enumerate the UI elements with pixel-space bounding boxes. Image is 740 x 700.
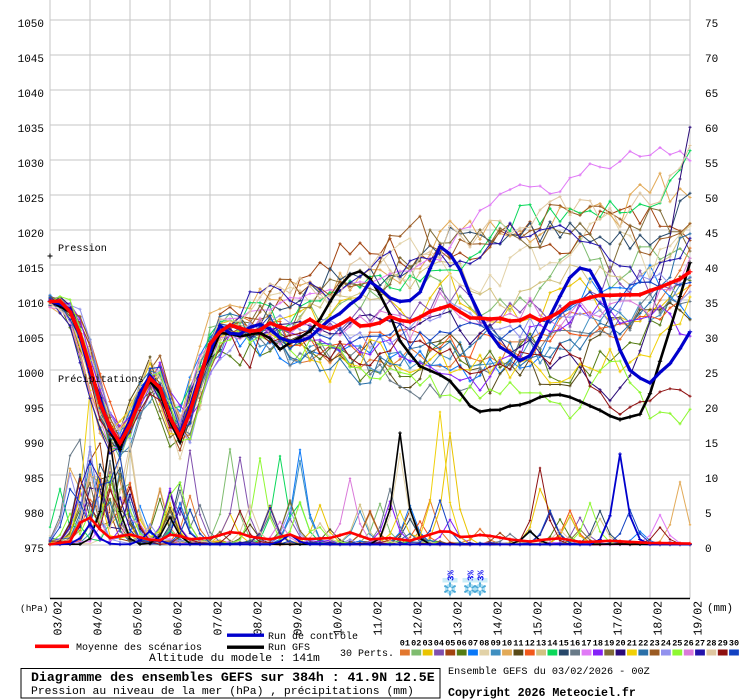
svg-text:06: 06 (456, 639, 466, 649)
svg-text:30 Perts.: 30 Perts. (340, 649, 394, 660)
svg-text:01: 01 (400, 639, 410, 649)
svg-text:980: 980 (24, 509, 44, 521)
svg-text:3%: 3% (477, 570, 487, 581)
svg-text:Pression au niveau de la mer (: Pression au niveau de la mer (hPa) , pré… (31, 686, 414, 698)
svg-text:05/02: 05/02 (133, 601, 146, 636)
svg-text:975: 975 (24, 544, 44, 556)
svg-text:06/02: 06/02 (173, 601, 186, 636)
svg-text:1005: 1005 (18, 334, 44, 346)
svg-text:20: 20 (705, 404, 718, 416)
svg-text:55: 55 (705, 159, 718, 171)
svg-text:09: 09 (491, 639, 501, 649)
svg-text:23: 23 (649, 639, 659, 649)
svg-text:1015: 1015 (18, 264, 44, 276)
svg-text:28: 28 (706, 639, 716, 649)
svg-text:65: 65 (705, 89, 718, 101)
svg-text:Run de contrôle: Run de contrôle (268, 631, 358, 643)
svg-text:1030: 1030 (18, 159, 44, 171)
svg-text:Ensemble GEFS du 03/02/2026 -: Ensemble GEFS du 03/02/2026 - 00Z (448, 666, 650, 678)
svg-text:16/02: 16/02 (573, 601, 586, 636)
svg-text:14/02: 14/02 (493, 601, 506, 636)
svg-text:07/02: 07/02 (213, 601, 226, 636)
svg-text:1000: 1000 (18, 369, 44, 381)
svg-text:12/02: 12/02 (413, 601, 426, 636)
svg-text:07: 07 (468, 639, 478, 649)
svg-text:21: 21 (627, 639, 637, 649)
svg-text:30: 30 (729, 639, 739, 649)
svg-text:5: 5 (705, 509, 712, 521)
svg-text:1025: 1025 (18, 194, 44, 206)
svg-text:(mm): (mm) (707, 603, 733, 615)
svg-text:1010: 1010 (18, 299, 44, 311)
svg-text:50: 50 (705, 194, 718, 206)
svg-text:10: 10 (705, 474, 718, 486)
svg-text:05: 05 (445, 639, 455, 649)
svg-text:(hPa): (hPa) (20, 603, 49, 614)
svg-text:17: 17 (581, 639, 591, 649)
svg-text:03: 03 (422, 639, 432, 649)
svg-text:13: 13 (536, 639, 546, 649)
svg-text:29: 29 (718, 639, 728, 649)
svg-text:09/02: 09/02 (293, 601, 306, 636)
svg-text:70: 70 (705, 54, 718, 66)
svg-text:40: 40 (705, 264, 718, 276)
svg-text:11: 11 (513, 639, 523, 649)
svg-text:30: 30 (705, 334, 718, 346)
svg-text:26: 26 (683, 639, 693, 649)
svg-text:13/02: 13/02 (453, 601, 466, 636)
svg-text:04/02: 04/02 (93, 601, 106, 636)
svg-text:03/02: 03/02 (53, 601, 66, 636)
svg-text:Moyenne des scénarios: Moyenne des scénarios (76, 642, 202, 654)
svg-text:60: 60 (705, 124, 718, 136)
svg-text:18/02: 18/02 (653, 601, 666, 636)
svg-text:17/02: 17/02 (613, 601, 626, 636)
svg-text:1045: 1045 (18, 54, 44, 66)
svg-text:18: 18 (593, 639, 603, 649)
svg-text:10/02: 10/02 (333, 601, 346, 636)
svg-text:22: 22 (638, 639, 648, 649)
svg-text:985: 985 (24, 474, 44, 486)
svg-text:10: 10 (502, 639, 512, 649)
svg-text:15/02: 15/02 (533, 601, 546, 636)
svg-text:08/02: 08/02 (253, 601, 266, 636)
svg-text:14: 14 (547, 639, 557, 649)
svg-text:1020: 1020 (18, 229, 44, 241)
svg-text:995: 995 (24, 404, 44, 416)
svg-text:19: 19 (604, 639, 614, 649)
svg-text:12: 12 (525, 639, 535, 649)
svg-text:25: 25 (705, 369, 718, 381)
svg-text:1040: 1040 (18, 89, 44, 101)
svg-text:27: 27 (695, 639, 705, 649)
svg-text:08: 08 (479, 639, 489, 649)
svg-text:02: 02 (411, 639, 421, 649)
svg-text:Pression: Pression (58, 243, 107, 255)
svg-text:20: 20 (615, 639, 625, 649)
svg-text:19/02: 19/02 (693, 601, 706, 636)
svg-text:1050: 1050 (18, 19, 44, 31)
svg-text:15: 15 (705, 439, 718, 451)
svg-text:75: 75 (705, 19, 718, 31)
svg-text:04: 04 (434, 639, 444, 649)
svg-text:Diagramme des ensembles GEFS s: Diagramme des ensembles GEFS sur 384h : … (31, 670, 435, 685)
svg-text:15: 15 (559, 639, 569, 649)
svg-text:11/02: 11/02 (373, 601, 386, 636)
svg-text:Run GFS: Run GFS (268, 643, 310, 654)
svg-text:24: 24 (661, 639, 671, 649)
svg-text:Précipitations: Précipitations (58, 374, 144, 386)
svg-text:1035: 1035 (18, 124, 44, 136)
svg-text:Copyright 2026 Meteociel.fr: Copyright 2026 Meteociel.fr (448, 687, 636, 700)
svg-text:0: 0 (705, 544, 712, 556)
svg-text:Altitude du modele : 141m: Altitude du modele : 141m (149, 653, 320, 665)
svg-text:3%: 3% (447, 570, 457, 581)
svg-text:16: 16 (570, 639, 580, 649)
svg-text:25: 25 (672, 639, 682, 649)
svg-text:35: 35 (705, 299, 718, 311)
svg-text:45: 45 (705, 229, 718, 241)
svg-text:3%: 3% (467, 570, 477, 581)
svg-text:990: 990 (24, 439, 44, 451)
